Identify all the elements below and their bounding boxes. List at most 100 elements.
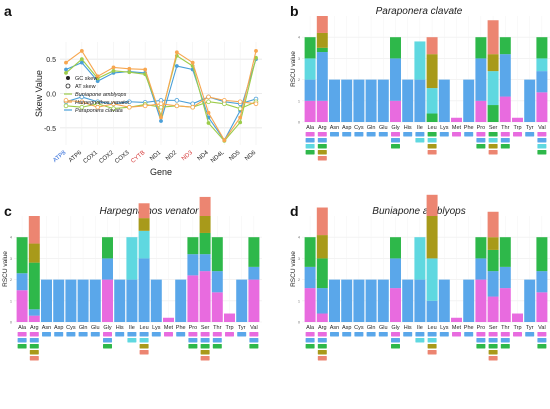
rscu-codon-key: [427, 344, 437, 349]
rscu-codon-key: [212, 344, 222, 349]
rscu-codon-key: [476, 344, 486, 349]
rscu-bar-segment: [426, 88, 438, 114]
rscu-codon-key: [500, 138, 510, 143]
rscu-codon-key: [391, 132, 400, 137]
rscu-y-tick-label: 1: [298, 299, 300, 303]
rscu-x-tick-label: Met: [452, 125, 462, 131]
rscu-y-axis-title: RSCU value: [290, 51, 297, 87]
rscu-codon-key: [500, 344, 510, 349]
rscu-codon-key: [29, 344, 39, 349]
rscu-codon-key: [66, 332, 76, 337]
rscu-x-tick-label: Arg: [30, 325, 39, 331]
skew-x-tick-label: ND1: [149, 150, 163, 163]
rscu-y-axis-title: RSCU value: [2, 251, 9, 287]
rscu-codon-key: [391, 138, 400, 143]
rscu-y-tick-label: 0: [10, 321, 12, 325]
rscu-y-tick-label: 3: [298, 57, 300, 61]
rscu-bar-segment: [187, 237, 199, 255]
rscu-bar-segment: [451, 117, 462, 122]
rscu-bar-segment: [377, 279, 389, 322]
rscu-codon-key: [317, 156, 327, 161]
rscu-codon-key: [78, 332, 88, 337]
rscu-codon-key: [249, 344, 259, 349]
rscu-codon-key: [476, 132, 486, 137]
skew-gc-point: [174, 64, 179, 68]
rscu-bar-segment: [487, 249, 499, 272]
panel-c-letter: c: [4, 203, 12, 219]
rscu-codon-key: [317, 138, 327, 143]
rscu-x-tick-label: Cys: [354, 325, 364, 331]
rscu-bar-segment: [438, 79, 450, 122]
rscu-bar-segment: [536, 58, 548, 72]
rscu-bar-segment: [390, 37, 401, 59]
rscu-bar-segment: [487, 54, 499, 72]
rscu-bar-segment: [304, 79, 316, 101]
skew-at-point: [206, 99, 211, 105]
rscu-codon-key: [476, 338, 486, 343]
skew-gc-point: [79, 57, 84, 62]
rscu-codon-key: [200, 350, 210, 355]
rscu-x-tick-label: Met: [452, 325, 462, 331]
rscu-bar-segment: [499, 37, 511, 55]
rscu-codon-key: [488, 144, 498, 149]
skew-at-point: [158, 101, 164, 107]
rscu-x-tick-label: Tyr: [526, 125, 534, 131]
rscu-codon-key: [415, 332, 425, 337]
rscu-bar-segment: [402, 279, 414, 322]
rscu-bar-segment: [316, 47, 328, 53]
rscu-x-tick-label: Val: [538, 325, 546, 331]
rscu-bar-segment: [138, 203, 150, 219]
skew-at-point: [111, 101, 116, 107]
rscu-bar-segment: [316, 235, 328, 259]
rscu-codon-key: [537, 344, 547, 349]
panel-b-letter: b: [290, 3, 299, 19]
skew-at-point: [79, 94, 85, 100]
rscu-bar-segment: [365, 79, 377, 122]
rscu-bar-segment: [199, 254, 211, 272]
rscu-bar-segment: [414, 279, 426, 322]
rscu-codon-key: [464, 332, 474, 337]
rscu-codon-key: [427, 338, 437, 343]
rscu-codon-key: [29, 332, 39, 337]
rscu-codon-key: [427, 332, 437, 337]
rscu-bar-segment: [463, 279, 475, 322]
skew-gc-point: [222, 138, 227, 143]
rscu-codon-key: [488, 350, 498, 355]
rscu-y-tick-label: 4: [10, 236, 12, 240]
rscu-codon-key: [305, 132, 315, 137]
rscu-codon-key: [354, 332, 364, 337]
rscu-bar-segment: [499, 288, 511, 322]
rscu-x-tick-label: Gln: [79, 325, 88, 331]
rscu-bar-segment: [341, 79, 353, 122]
rscu-bar-segment: [248, 266, 260, 280]
skew-gc-point: [95, 74, 100, 79]
skew-y-tick-label: -0.5: [44, 126, 56, 133]
rscu-codon-key: [200, 344, 210, 349]
rscu-bar-segment: [28, 315, 40, 322]
rscu-bar-segment: [536, 37, 548, 59]
rscu-codon-key: [317, 132, 327, 137]
rscu-codon-key: [200, 356, 210, 361]
rscu-x-tick-label: Gln: [367, 325, 376, 331]
skew-x-tick-label: COX1: [83, 150, 100, 166]
rscu-codon-key: [513, 132, 522, 137]
rscu-codon-key: [476, 144, 486, 149]
skew-gc-point: [206, 121, 211, 125]
rscu-bar-segment: [475, 258, 487, 280]
panel-d-title: Buniapone amblyops: [372, 206, 466, 217]
rscu-bar-segment: [475, 279, 487, 322]
rscu-bar-segment: [304, 58, 316, 80]
rscu-y-tick-label: 1: [298, 99, 300, 103]
rscu-x-tick-label: Trp: [513, 125, 521, 131]
rscu-codon-key: [488, 332, 498, 337]
rscu-bar-segment: [102, 258, 113, 280]
rscu-codon-key: [305, 338, 315, 343]
rscu-bar-segment: [341, 279, 353, 322]
rscu-codon-key: [439, 132, 449, 137]
rscu-bar-segment: [28, 309, 40, 316]
legend-series-label: Buniapone amblyops: [75, 92, 127, 98]
rscu-bar-segment: [438, 279, 450, 322]
rscu-bar-segment: [316, 288, 328, 314]
skew-gc-point: [254, 49, 258, 53]
